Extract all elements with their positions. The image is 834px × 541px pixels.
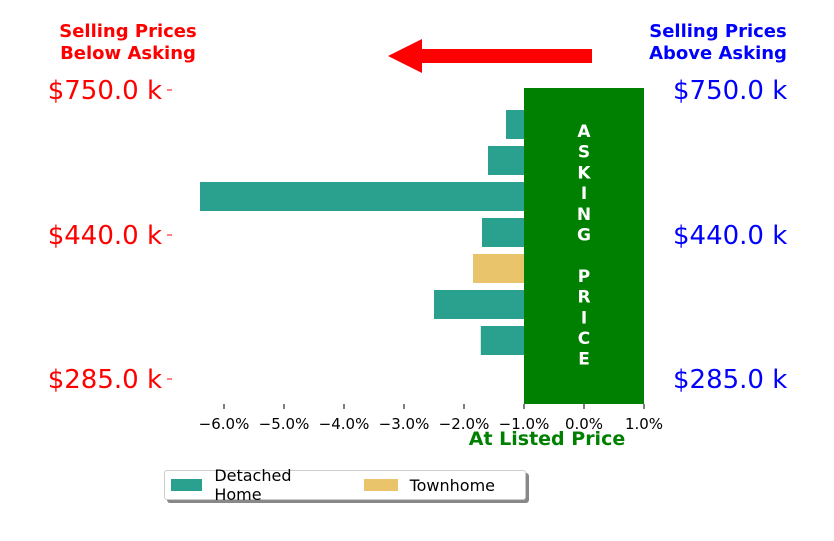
legend-swatch-detached [171, 479, 203, 491]
bar-detached-2 [200, 182, 524, 211]
y-label-right: $750.0 k [673, 76, 787, 106]
legend-swatch-townhome [363, 479, 398, 491]
bar-townhome-4 [473, 254, 524, 283]
y-labels: $750.0 k $440.0 k $285.0 k $750.0 k $440.0 k… [48, 76, 788, 395]
y-label-left: $440.0 k [48, 221, 162, 251]
legend: Detached Home Townhome [164, 466, 526, 504]
bar-detached-3 [482, 218, 524, 247]
asking-band-letter: N [577, 205, 591, 225]
asking-price-band [524, 88, 644, 404]
below-asking-note: Selling Prices Below Asking [28, 21, 228, 65]
legend-item-detached: Detached Home [171, 466, 334, 504]
legend-label-detached: Detached Home [214, 466, 292, 504]
legend-item-townhome: Townhome [363, 475, 495, 495]
asking-band-letter: I [581, 308, 587, 328]
x-axis: −6.0% −5.0% −4.0% −3.0% −2.0% −1.0% 0.0% 1.0% [199, 404, 663, 433]
below-asking-text: Selling Prices Below Asking [59, 21, 197, 64]
left-arrow [388, 39, 592, 73]
asking-band-letter: P [578, 267, 590, 287]
asking-band-letter: K [577, 163, 591, 183]
y-label-left: $750.0 k [48, 76, 162, 106]
y-label-right: $440.0 k [673, 221, 787, 251]
x-tick-label: −3.0% [379, 415, 430, 433]
bar-detached-0 [506, 110, 524, 139]
above-asking-note: Selling Prices Above Asking [618, 21, 818, 65]
x-tick-label: 0.0% [565, 415, 603, 433]
asking-band-letter: G [577, 226, 591, 246]
legend-label-townhome: Townhome [409, 475, 495, 495]
asking-band-letter: I [581, 184, 587, 204]
asking-band-letter: R [577, 288, 590, 308]
y-label-right: $285.0 k [673, 365, 787, 395]
bars-layer [200, 110, 524, 355]
x-axis-label: At Listed Price [469, 428, 625, 450]
bar-detached-1 [488, 146, 524, 175]
y-label-left: $285.0 k [48, 365, 162, 395]
x-tick-label: −2.0% [439, 415, 490, 433]
asking-band-letter: E [578, 350, 590, 370]
above-asking-text: Selling Prices Above Asking [649, 21, 787, 64]
bar-detached-6 [480, 326, 524, 355]
x-tick-label: −5.0% [259, 415, 310, 433]
x-tick-label: −4.0% [319, 415, 370, 433]
asking-band-letter: C [578, 329, 590, 349]
bar-detached-5 [434, 290, 524, 319]
x-tick-label: −6.0% [199, 415, 250, 433]
asking-band-letter: A [577, 122, 591, 142]
x-tick-label: −1.0% [499, 415, 550, 433]
asking-band-letter: S [578, 143, 590, 163]
x-tick-label: 1.0% [625, 415, 663, 433]
